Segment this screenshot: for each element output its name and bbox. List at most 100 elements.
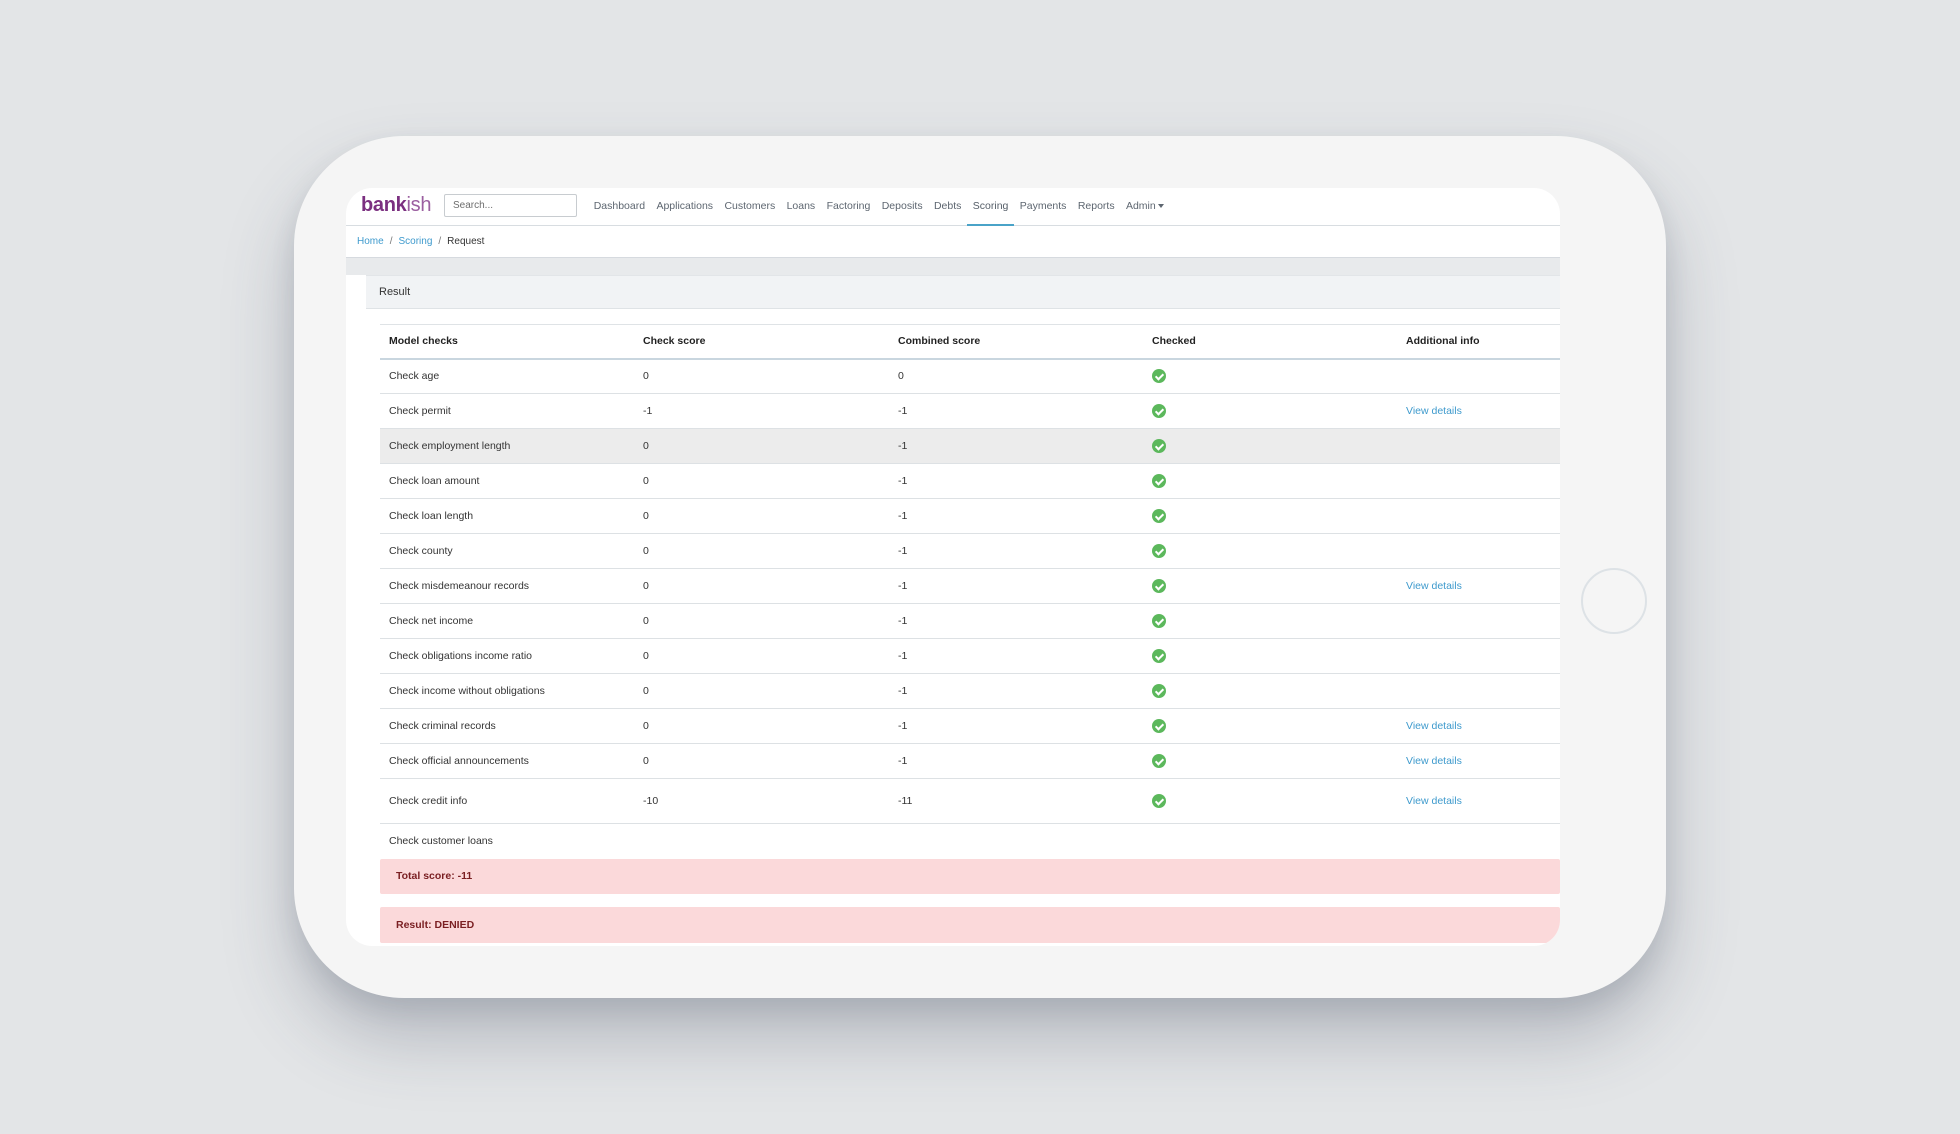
nav-item-loans[interactable]: Loans bbox=[781, 188, 821, 226]
breadcrumb-separator: / bbox=[438, 236, 442, 247]
nav-item-label: Scoring bbox=[972, 200, 1009, 212]
brand-logo[interactable]: bankish bbox=[361, 194, 432, 216]
cell-combined-score: -1 bbox=[889, 498, 1143, 534]
cell-checked bbox=[1143, 824, 1397, 859]
check-circle-icon bbox=[1152, 754, 1166, 768]
cell-check-score bbox=[634, 824, 889, 859]
nav-item-label: Customers bbox=[724, 200, 776, 212]
cell-combined-score: -1 bbox=[889, 708, 1143, 744]
cell-additional-info: View details bbox=[1397, 708, 1560, 744]
header-additional-info: Additional info bbox=[1397, 324, 1560, 360]
nav-item-deposits[interactable]: Deposits bbox=[876, 188, 928, 226]
header-check-score: Check score bbox=[634, 324, 889, 360]
result-card-header: Result bbox=[366, 275, 1560, 309]
nav-item-admin[interactable]: Admin bbox=[1120, 188, 1169, 226]
nav-item-reports[interactable]: Reports bbox=[1072, 188, 1120, 226]
view-details-link[interactable]: View details bbox=[1406, 405, 1462, 417]
total-score-alert: Total score: -11 bbox=[380, 858, 1560, 894]
search-input[interactable] bbox=[444, 194, 577, 217]
nav-item-customers[interactable]: Customers bbox=[719, 188, 781, 226]
top-navbar: bankish Dashboard Applications Customers Lo… bbox=[346, 188, 1560, 226]
view-details-link[interactable]: View details bbox=[1406, 755, 1462, 767]
breadcrumb-home-link[interactable]: Home bbox=[357, 236, 384, 247]
app-screen: bankish Dashboard Applications Customers Lo… bbox=[346, 188, 1560, 946]
cell-combined-score: -1 bbox=[889, 673, 1143, 709]
cell-additional-info bbox=[1397, 673, 1560, 709]
nav-item-factoring[interactable]: Factoring bbox=[821, 188, 876, 226]
cell-additional-info bbox=[1397, 463, 1560, 499]
cell-check-name: Check loan amount bbox=[380, 463, 634, 499]
view-details-link[interactable]: View details bbox=[1406, 795, 1462, 807]
nav-item-applications[interactable]: Applications bbox=[651, 188, 719, 226]
cell-checked bbox=[1143, 568, 1397, 604]
cell-check-score: -10 bbox=[634, 778, 889, 824]
caret-down-icon bbox=[1157, 204, 1164, 208]
cell-combined-score: -1 bbox=[889, 393, 1143, 429]
main-nav: Dashboard Applications Customers Loans Facto… bbox=[588, 188, 1169, 226]
cell-additional-info bbox=[1397, 603, 1560, 639]
cell-checked bbox=[1143, 358, 1397, 394]
cell-additional-info bbox=[1397, 533, 1560, 569]
cell-check-score: 0 bbox=[634, 638, 889, 674]
breadcrumb-current: Request bbox=[447, 236, 485, 247]
cell-additional-info bbox=[1397, 824, 1560, 859]
check-circle-icon bbox=[1152, 544, 1166, 558]
cell-checked bbox=[1143, 673, 1397, 709]
table-row: Check obligations income ratio 0 -1 bbox=[380, 638, 1560, 674]
cell-additional-info bbox=[1397, 498, 1560, 534]
table-row: Check customer loans bbox=[380, 824, 1560, 859]
nav-item-label: Deposits bbox=[881, 200, 923, 212]
check-circle-icon bbox=[1152, 649, 1166, 663]
cell-check-score: 0 bbox=[634, 428, 889, 464]
cell-checked bbox=[1143, 463, 1397, 499]
nav-item-dashboard[interactable]: Dashboard bbox=[588, 188, 651, 226]
total-score-text: Total score: -11 bbox=[396, 870, 473, 882]
breadcrumb: Home / Scoring / Request bbox=[346, 226, 1560, 258]
cell-combined-score: -1 bbox=[889, 463, 1143, 499]
table-row: Check net income 0 -1 bbox=[380, 603, 1560, 639]
table-row: Check misdemeanour records 0 -1 View detail… bbox=[380, 568, 1560, 604]
table-row: Check income without obligations 0 -1 bbox=[380, 673, 1560, 709]
cell-check-score: 0 bbox=[634, 568, 889, 604]
result-card-title: Result bbox=[379, 286, 411, 298]
nav-item-label: Admin bbox=[1125, 200, 1156, 212]
nav-item-label: Applications bbox=[656, 200, 714, 212]
tablet-home-button bbox=[1581, 568, 1647, 634]
table-row: Check loan amount 0 -1 bbox=[380, 463, 1560, 499]
model-checks-table: Model checks Check score Combined score … bbox=[380, 324, 1560, 859]
nav-item-debts[interactable]: Debts bbox=[928, 188, 967, 226]
nav-item-label: Factoring bbox=[826, 200, 871, 212]
cell-combined-score: -1 bbox=[889, 743, 1143, 779]
model-checks-table-wrap: Model checks Check score Combined score … bbox=[380, 324, 1560, 859]
cell-combined-score: -1 bbox=[889, 428, 1143, 464]
result-text: Result: DENIED bbox=[396, 918, 475, 931]
cell-additional-info: View details bbox=[1397, 778, 1560, 824]
table-row: Check official announcements 0 -1 View deta… bbox=[380, 743, 1560, 779]
cell-check-score: 0 bbox=[634, 533, 889, 569]
check-circle-icon bbox=[1152, 509, 1166, 523]
nav-item-payments[interactable]: Payments bbox=[1014, 188, 1072, 226]
cell-checked bbox=[1143, 498, 1397, 534]
cell-combined-score: 0 bbox=[889, 358, 1143, 394]
breadcrumb-scoring-link[interactable]: Scoring bbox=[398, 236, 433, 247]
table-header-row: Model checks Check score Combined score … bbox=[380, 324, 1560, 360]
view-details-link[interactable]: View details bbox=[1406, 720, 1462, 732]
cell-additional-info: View details bbox=[1397, 393, 1560, 429]
result-alert: Result: DENIED bbox=[380, 906, 1560, 943]
cell-check-name: Check county bbox=[380, 533, 634, 569]
view-details-link[interactable]: View details bbox=[1406, 580, 1462, 592]
cell-checked bbox=[1143, 533, 1397, 569]
table-row: Check loan length 0 -1 bbox=[380, 498, 1560, 534]
cell-check-name: Check age bbox=[380, 358, 634, 394]
cell-check-score: 0 bbox=[634, 358, 889, 394]
cell-additional-info bbox=[1397, 428, 1560, 464]
nav-item-label: Reports bbox=[1077, 200, 1115, 212]
table-row: Check employment length 0 -1 bbox=[380, 428, 1560, 464]
nav-item-scoring[interactable]: Scoring bbox=[967, 188, 1015, 226]
header-checked: Checked bbox=[1143, 324, 1397, 360]
cell-check-name: Check income without obligations bbox=[380, 673, 634, 709]
check-circle-icon bbox=[1152, 474, 1166, 488]
check-circle-icon bbox=[1152, 369, 1166, 384]
table-row: Check permit -1 -1 View details bbox=[380, 393, 1560, 429]
cell-check-score: 0 bbox=[634, 603, 889, 639]
